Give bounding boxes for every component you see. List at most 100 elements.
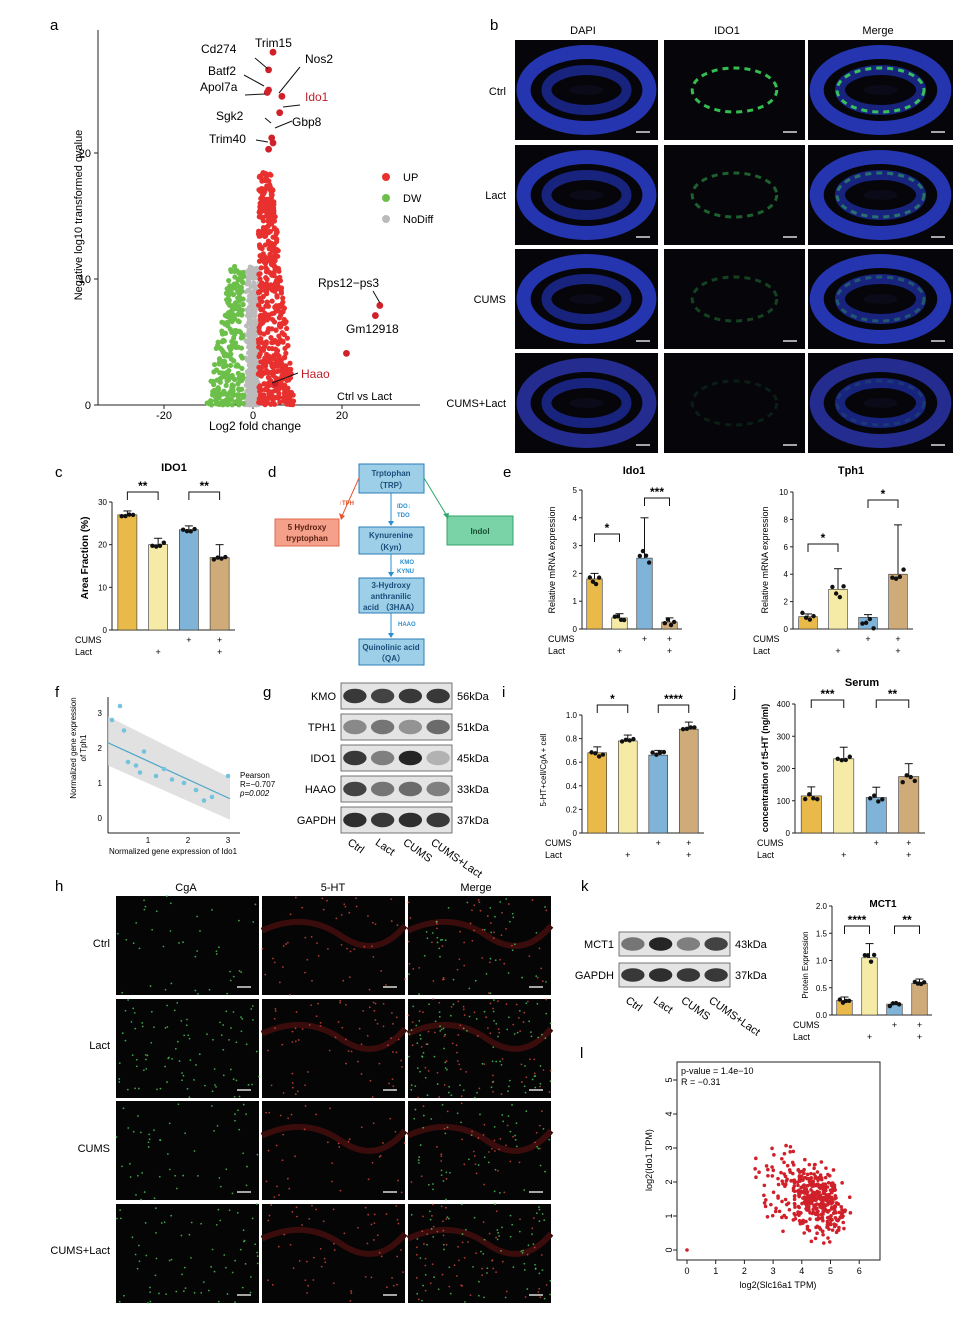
5ht-granule bbox=[294, 1155, 296, 1158]
5ht-granule bbox=[327, 947, 329, 950]
cga-granule bbox=[440, 1174, 443, 1176]
volcano-point-up bbox=[264, 211, 271, 217]
cga-granule bbox=[129, 1176, 132, 1178]
l-data-point bbox=[792, 1184, 797, 1188]
data-dot bbox=[619, 739, 625, 744]
volcano-point-dw bbox=[223, 290, 230, 296]
l-data-point bbox=[825, 1224, 830, 1229]
cga-granule bbox=[444, 1061, 447, 1064]
l-data-point bbox=[780, 1179, 785, 1183]
significance-bracket bbox=[644, 497, 670, 506]
volcano-point-dw bbox=[229, 343, 235, 349]
volcano-point-up bbox=[265, 256, 271, 263]
cga-granule bbox=[131, 1054, 134, 1057]
gene-label-cd274: Cd274 bbox=[201, 42, 237, 56]
5ht-granule bbox=[392, 1085, 395, 1088]
b-row-ctrl: Ctrl bbox=[489, 86, 506, 98]
5ht-granule bbox=[412, 967, 415, 970]
cga-granule bbox=[231, 1271, 234, 1274]
l-data-point bbox=[766, 1174, 770, 1178]
cga-granule bbox=[137, 1115, 139, 1117]
y-tick-label: 0.0 bbox=[816, 1011, 828, 1020]
cga-granule bbox=[211, 1090, 214, 1093]
cga-granule bbox=[255, 1050, 258, 1053]
data-dot bbox=[631, 736, 636, 742]
cga-granule bbox=[442, 1243, 445, 1246]
panel-i: i 5-HT+cell/CgA + cell 00.20.40.60.81.0*… bbox=[502, 684, 704, 860]
cga-granule bbox=[478, 1280, 480, 1283]
volcano-point-nodiff bbox=[243, 338, 249, 343]
lumen bbox=[863, 85, 898, 95]
lumen bbox=[569, 85, 604, 95]
5ht-granule bbox=[489, 1002, 492, 1005]
volcano-point-up bbox=[257, 321, 264, 328]
cga-granule bbox=[238, 1128, 241, 1131]
l-data-point bbox=[765, 1214, 770, 1219]
cga-granule bbox=[149, 1286, 151, 1289]
cga-granule bbox=[118, 1300, 121, 1303]
blot-band bbox=[343, 719, 367, 735]
cga-granule bbox=[197, 993, 199, 995]
cga-granule bbox=[170, 1258, 173, 1261]
5ht-granule bbox=[539, 1296, 542, 1299]
l-data-point bbox=[766, 1167, 770, 1172]
l-data-point bbox=[840, 1181, 844, 1185]
cga-granule bbox=[448, 1085, 451, 1088]
tissue-autofluorescence bbox=[260, 918, 408, 949]
f-data-point bbox=[201, 798, 207, 803]
5ht-granule bbox=[432, 980, 435, 982]
volcano-point-up bbox=[257, 330, 264, 336]
cga-granule bbox=[148, 1138, 151, 1141]
treatment-mark: + bbox=[906, 838, 911, 848]
cga-granule bbox=[543, 1297, 546, 1300]
cga-granule bbox=[222, 1074, 225, 1077]
cga-granule bbox=[144, 1053, 147, 1056]
cga-granule bbox=[164, 988, 167, 991]
cga-granule bbox=[144, 905, 147, 908]
micrograph-tile bbox=[664, 249, 805, 349]
cga-granule bbox=[134, 1253, 137, 1256]
cga-granule bbox=[500, 1063, 503, 1066]
panel-d: d Trptophan （TRP） Kynurenine （Kyn） 3-Hyd… bbox=[268, 463, 514, 666]
5ht-granule bbox=[488, 1151, 490, 1153]
cga-granule bbox=[241, 1017, 244, 1020]
5ht-granule bbox=[495, 1210, 498, 1213]
l-data-point bbox=[832, 1188, 837, 1193]
volcano-point-up bbox=[284, 401, 290, 407]
blot-size-label: 33kDa bbox=[457, 784, 490, 796]
l-data-point bbox=[781, 1229, 785, 1234]
5ht-granule bbox=[545, 1284, 548, 1286]
micrograph-tile bbox=[808, 249, 953, 349]
5ht-granule bbox=[288, 1187, 291, 1190]
volcano-point-dw bbox=[239, 312, 245, 318]
node-kyn-l2: （Kyn） bbox=[375, 542, 406, 552]
l-data-point bbox=[763, 1204, 768, 1209]
5ht-granule bbox=[378, 1062, 381, 1065]
cga-granule bbox=[545, 1012, 548, 1015]
l-data-point bbox=[813, 1236, 818, 1241]
cga-granule bbox=[416, 1042, 419, 1045]
l-data-point bbox=[777, 1209, 782, 1214]
h-row-cums: CUMS bbox=[78, 1143, 110, 1155]
panel-label-g: g bbox=[263, 684, 271, 701]
cga-granule bbox=[539, 1082, 542, 1085]
5ht-granule bbox=[531, 1227, 534, 1230]
data-dot bbox=[123, 513, 128, 519]
node-3haa-l2: anthranilic bbox=[371, 592, 412, 601]
l-data-point bbox=[827, 1240, 832, 1244]
cga-granule bbox=[507, 1016, 510, 1019]
cums-row-label: CUMS bbox=[793, 1020, 820, 1030]
5ht-granule bbox=[264, 973, 267, 976]
cga-granule bbox=[164, 1027, 167, 1029]
cga-granule bbox=[539, 1164, 542, 1167]
l-data-point bbox=[843, 1209, 847, 1214]
node-3haa-l3: acid （3HAA） bbox=[363, 602, 419, 612]
5ht-granule bbox=[456, 1060, 459, 1062]
cga-granule bbox=[495, 1022, 498, 1025]
5ht-granule bbox=[427, 1069, 430, 1072]
volcano-point-dw bbox=[219, 339, 225, 345]
5ht-granule bbox=[432, 998, 435, 1000]
cga-granule bbox=[213, 1068, 216, 1070]
volcano-point-dw bbox=[232, 263, 238, 270]
